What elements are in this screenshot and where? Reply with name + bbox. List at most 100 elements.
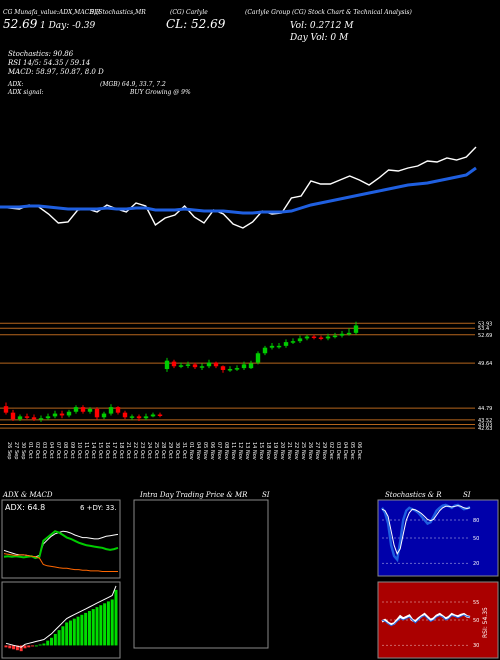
date-tick: 01 Oct [27, 442, 33, 459]
date-tick: 28 Oct [160, 442, 166, 459]
macd-bar [65, 622, 69, 646]
macd-bar [23, 645, 27, 649]
date-tick: 09 Oct [69, 442, 75, 459]
macd-bar [95, 607, 99, 646]
candle-body [150, 414, 156, 417]
level-label: 42.63 [478, 426, 492, 432]
candle-body [115, 407, 121, 413]
candle-body [31, 417, 37, 420]
candle-body [248, 363, 254, 369]
date-tick: 22 Nov [293, 442, 299, 460]
candle-body [171, 361, 177, 367]
date-tick: 25 Nov [300, 442, 306, 460]
date-tick: 16 Oct [104, 442, 110, 459]
date-tick: 10 Oct [76, 442, 82, 459]
date-tick: 25 Oct [153, 442, 159, 459]
candle-body [283, 342, 289, 346]
macd-signal-line [5, 585, 117, 648]
date-tick: 29 Nov [321, 442, 327, 460]
macd-bar [103, 603, 107, 646]
candle-body [353, 325, 359, 333]
level-label: 52.69 [478, 333, 492, 339]
macd-bar [34, 645, 38, 647]
level-label: 53.93 [478, 321, 492, 327]
macd-bar [27, 645, 31, 648]
candle-body [311, 336, 317, 339]
date-axis: 26 Sep 27 Sep 30 Sep 01 Oct 02 Oct 03 Oct 04 O… [6, 442, 362, 460]
candle-body [318, 337, 324, 339]
level-label: 43.03 [478, 422, 492, 428]
price-average-chart [0, 146, 477, 229]
macd-bar [57, 630, 61, 646]
candle-body [38, 418, 44, 420]
macd-bar [15, 645, 19, 651]
date-tick: 19 Nov [272, 442, 278, 460]
macd-bar [72, 618, 76, 646]
candle-body [3, 406, 9, 413]
macd-bar [42, 643, 46, 646]
candle-body [52, 413, 58, 417]
macd-chart [4, 585, 118, 652]
candle-body [66, 411, 72, 416]
candle-body [45, 416, 51, 419]
stoch-k-line [380, 503, 471, 563]
candle-body [129, 416, 135, 418]
date-tick: 22 Oct [132, 442, 138, 459]
header-volume: Vol: 0.2712 M [290, 21, 354, 31]
candle-body [192, 364, 198, 368]
adx-signal-label: ADX signal: [7, 89, 44, 96]
date-tick: 26 Sep [6, 442, 12, 459]
candle-body [59, 413, 65, 416]
date-tick: 18 Oct [118, 442, 124, 459]
date-tick: 04 Oct [48, 442, 54, 459]
header-day-volume: Day Vol: 0 M [289, 33, 349, 43]
date-tick: 05 Nov [202, 442, 208, 460]
macd-bar [91, 609, 95, 646]
candle-body [255, 353, 261, 363]
date-tick: 14 Oct [90, 442, 96, 459]
candle-body [227, 369, 233, 371]
adx-panel-frame [1, 499, 121, 579]
date-tick: 24 Oct [146, 442, 152, 459]
rsi-value: RSI 14/5: 54.35 / 59.14 [7, 59, 90, 67]
candle-body [10, 412, 16, 420]
tick-label: 55 [473, 600, 479, 606]
date-tick: 04 Dec [342, 442, 348, 460]
candle-body [241, 364, 247, 369]
date-tick: 04 Nov [195, 442, 201, 460]
stochastics-value: Stochastics: 90.86 [8, 50, 74, 58]
date-tick: 05 Dec [349, 442, 355, 460]
date-tick: 30 Sep [20, 442, 26, 459]
date-tick: 29 Oct [167, 442, 173, 459]
date-tick: 20 Nov [279, 442, 285, 460]
candle-body [332, 335, 338, 338]
candle-body [290, 341, 296, 343]
adx-panel-extra: 6 +DY: 33. [80, 504, 117, 512]
candle-body [297, 338, 303, 342]
macd-bar [19, 645, 23, 652]
tick-label: 50 [473, 536, 479, 542]
average-line [0, 166, 477, 215]
candle-body [346, 332, 352, 335]
stoch-panel-si: SI [463, 491, 471, 499]
candle-body [185, 364, 191, 366]
date-tick: 03 Oct [41, 442, 47, 459]
level-label: 43.52 [478, 418, 492, 424]
macd-bar [99, 605, 103, 646]
date-tick: 07 Nov [216, 442, 222, 460]
macd-value: MACD: 58.97, 50.87, 8.0 D [7, 68, 104, 76]
candle-body [304, 336, 310, 339]
date-tick: 27 Sep [13, 442, 19, 459]
date-tick: 13 Nov [244, 442, 250, 460]
date-tick: 01 Nov [188, 442, 194, 460]
date-tick: 31 Oct [181, 442, 187, 459]
candle-body [269, 345, 275, 348]
header-line1-b: SI,Stochastics,MR [90, 9, 146, 16]
price-line [0, 146, 477, 229]
tick-label: 80 [473, 518, 479, 524]
candle-body [101, 413, 107, 418]
date-tick: 23 Oct [139, 442, 145, 459]
tick-label: 20 [473, 561, 479, 567]
candle-body [220, 366, 226, 370]
